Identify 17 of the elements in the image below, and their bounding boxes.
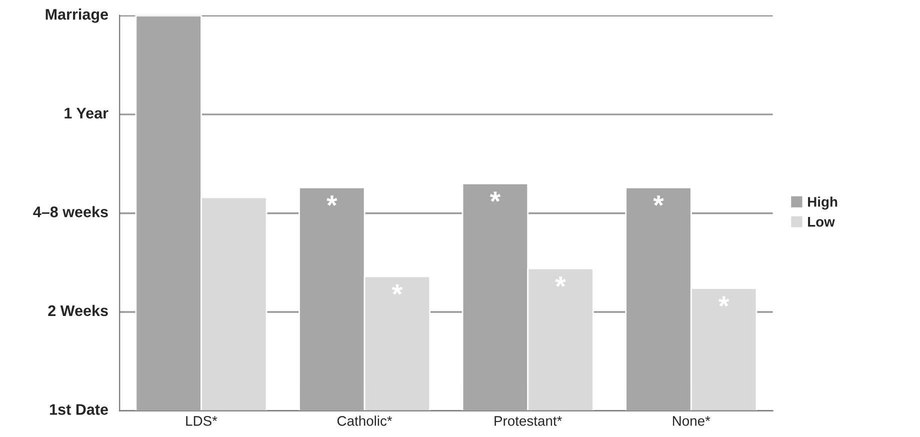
x-tick-label: LDS* — [186, 416, 218, 426]
annotation: * — [718, 296, 730, 307]
ref-line-label: 1st Date — [50, 404, 108, 415]
ref-line-label: 4–8 weeks — [33, 206, 108, 218]
ref-line-label: Marriage — [46, 8, 108, 23]
legend-label: Low — [808, 217, 835, 227]
ref-line-label: 1 Year — [64, 108, 108, 119]
x-tick-label: None* — [672, 416, 710, 426]
x-tick-label: Protestant* — [494, 416, 562, 426]
annotation: * — [326, 196, 338, 206]
x-tick-label: Catholic* — [337, 416, 392, 426]
annotation: * — [490, 192, 501, 202]
annotation: * — [555, 276, 566, 287]
legend-label: High — [808, 196, 838, 210]
annotation: * — [653, 196, 664, 206]
ref-line-label: 2 Weeks — [48, 304, 108, 316]
annotation: * — [392, 284, 403, 295]
